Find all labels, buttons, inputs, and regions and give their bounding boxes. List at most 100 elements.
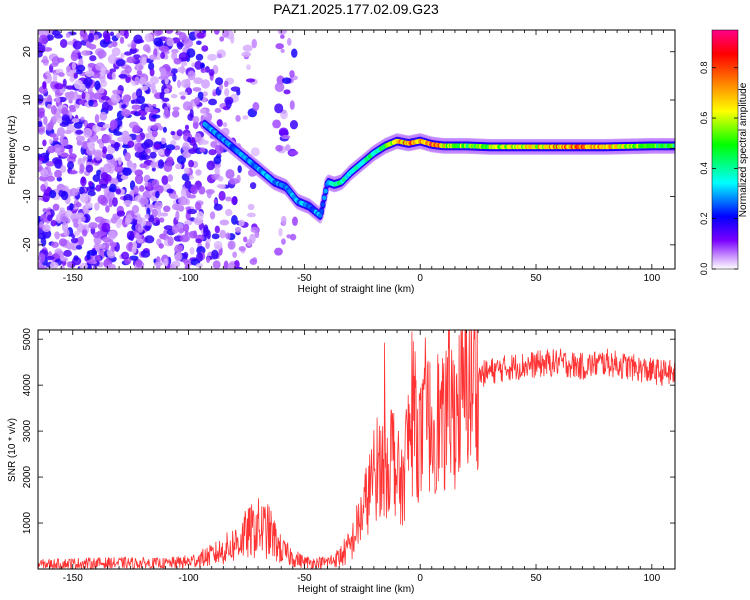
heat-cell — [70, 237, 79, 244]
heat-cell — [79, 262, 88, 269]
heat-cell — [227, 262, 236, 269]
heat-cell — [97, 194, 107, 205]
heat-cell — [102, 123, 111, 129]
heat-cell — [65, 210, 73, 218]
heat-cell — [320, 202, 326, 208]
heat-cell — [291, 48, 298, 58]
heat-cell — [277, 30, 287, 35]
heat-cell — [92, 174, 101, 183]
heat-cell — [162, 97, 170, 102]
snr-axes: -150 -100 -50 0 50 100 1000 2000 3000 4000 5000 — [22, 328, 676, 584]
heat-cell — [73, 230, 81, 237]
heat-cell — [60, 152, 69, 158]
heat-cell — [245, 78, 256, 83]
heat-cell — [195, 263, 204, 269]
heat-cell — [225, 232, 231, 240]
heat-cell — [151, 208, 158, 218]
heat-cell — [94, 216, 105, 223]
heat-cell — [102, 146, 108, 154]
heat-cell — [213, 30, 220, 35]
heat-cell — [274, 247, 283, 256]
heat-cell — [219, 219, 230, 226]
heat-cell — [184, 179, 192, 189]
heat-cell — [322, 195, 327, 201]
x-tick-label: -100 — [179, 273, 199, 284]
heat-cell — [47, 94, 52, 103]
heat-cell — [56, 57, 65, 63]
heat-cell — [166, 156, 174, 166]
heat-cell — [174, 252, 183, 262]
heat-cell — [43, 154, 49, 161]
heat-cell — [113, 131, 123, 136]
heat-cell — [191, 62, 196, 68]
heat-cell — [61, 138, 69, 147]
heat-cell — [213, 203, 223, 211]
heat-cell — [52, 203, 60, 211]
y-tick-label: 3000 — [22, 420, 33, 443]
heat-cell — [50, 241, 59, 248]
heat-cell — [88, 180, 93, 187]
heat-cell — [87, 62, 96, 68]
heat-cell — [75, 135, 85, 142]
heat-cell — [150, 83, 156, 91]
heat-cell — [251, 38, 257, 49]
heat-cell — [232, 251, 237, 258]
heat-cell — [154, 201, 163, 210]
x-tick-label: 0 — [417, 273, 423, 284]
heat-cell — [140, 142, 150, 149]
heat-cell — [188, 230, 198, 239]
heat-cell — [127, 140, 135, 148]
heat-cell — [225, 208, 233, 217]
heat-cell — [218, 190, 226, 201]
heat-cell — [133, 34, 143, 44]
heat-cell — [151, 167, 156, 172]
heat-cell — [150, 161, 157, 168]
heat-cell — [211, 249, 219, 260]
heat-cell — [118, 73, 128, 79]
heat-cell — [187, 70, 196, 81]
heat-cell — [38, 34, 49, 45]
heat-cell — [126, 56, 136, 64]
heat-cell — [88, 32, 95, 43]
heat-cell — [216, 119, 223, 127]
heat-cell — [166, 38, 175, 47]
heat-cell — [42, 224, 51, 233]
heat-cell — [45, 255, 55, 261]
heat-cell — [38, 107, 41, 114]
heat-cell — [252, 102, 260, 111]
heat-cell — [243, 236, 248, 243]
heat-cell — [289, 119, 299, 130]
heat-cell — [53, 33, 63, 39]
heat-cell — [71, 246, 78, 251]
heat-cell — [139, 116, 147, 121]
heat-cell — [151, 130, 158, 138]
heat-cell — [212, 91, 217, 97]
heat-cell — [158, 217, 165, 223]
heat-cell — [79, 193, 89, 204]
heat-cell — [80, 176, 87, 187]
heat-cell — [47, 74, 53, 83]
heat-cell — [246, 212, 256, 218]
heat-cell — [150, 108, 159, 115]
heat-cell — [105, 205, 110, 213]
heat-cell — [223, 260, 229, 269]
heat-cell — [40, 237, 47, 247]
heat-cell — [75, 129, 84, 135]
heat-cell — [47, 214, 53, 222]
heat-cell — [69, 202, 74, 211]
heat-cell — [65, 85, 75, 90]
snr-frame — [37, 329, 676, 570]
heat-cell — [42, 192, 50, 203]
heat-cell — [178, 196, 188, 206]
colorbar-ticks: 0.0 0.2 0.4 0.6 0.8 — [699, 61, 738, 275]
heat-cell — [166, 188, 174, 194]
heat-cell — [178, 227, 185, 234]
heat-cell — [149, 76, 159, 85]
heat-cell — [234, 260, 240, 269]
heat-cell — [87, 259, 95, 264]
heat-cell — [120, 174, 129, 180]
heat-cell — [111, 47, 121, 57]
heat-cell — [38, 241, 42, 247]
heat-cell — [317, 213, 323, 218]
heat-cell — [134, 169, 144, 177]
